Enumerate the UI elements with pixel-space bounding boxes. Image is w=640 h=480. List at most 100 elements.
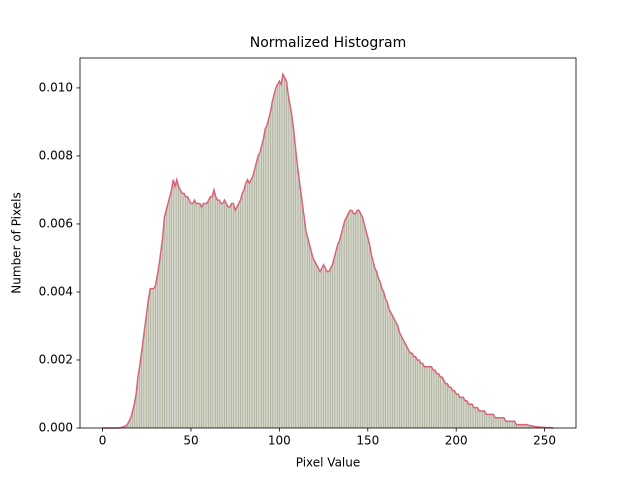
bar bbox=[425, 366, 427, 428]
bar bbox=[363, 223, 365, 428]
bar bbox=[340, 234, 342, 428]
bar bbox=[439, 376, 441, 428]
bar bbox=[329, 268, 332, 428]
bar bbox=[483, 410, 486, 428]
bar bbox=[169, 196, 171, 428]
bar bbox=[522, 424, 525, 428]
y-tick-label: 0.010 bbox=[39, 80, 73, 94]
bar bbox=[411, 353, 413, 428]
bar bbox=[174, 186, 176, 428]
y-tick-label: 0.004 bbox=[39, 284, 73, 298]
bar bbox=[158, 264, 160, 428]
bar bbox=[349, 210, 351, 428]
bar bbox=[429, 366, 431, 428]
bar bbox=[443, 380, 445, 428]
bar bbox=[388, 308, 390, 428]
bar bbox=[294, 145, 296, 429]
y-tick-label: 0.006 bbox=[39, 216, 73, 230]
bar bbox=[204, 203, 206, 428]
bar bbox=[259, 152, 261, 428]
bar bbox=[503, 417, 505, 428]
bar bbox=[344, 220, 346, 428]
bar bbox=[179, 189, 182, 428]
bar bbox=[508, 421, 510, 428]
bar bbox=[524, 424, 526, 428]
bar bbox=[375, 271, 378, 428]
bar bbox=[241, 193, 243, 428]
bar bbox=[402, 339, 404, 428]
bar bbox=[310, 251, 312, 428]
bar bbox=[236, 206, 238, 428]
bar bbox=[453, 390, 456, 428]
bar bbox=[135, 393, 137, 428]
y-tick-label: 0.008 bbox=[39, 148, 73, 162]
bar bbox=[368, 244, 371, 428]
bar bbox=[337, 244, 339, 428]
bar bbox=[398, 332, 401, 428]
bar bbox=[342, 227, 344, 428]
bar bbox=[227, 206, 229, 428]
axes-frame bbox=[79, 57, 577, 429]
bar bbox=[384, 298, 387, 428]
bar bbox=[519, 424, 521, 428]
bar bbox=[331, 264, 334, 428]
bar bbox=[471, 404, 473, 428]
bar bbox=[321, 268, 323, 428]
bar bbox=[275, 87, 277, 429]
bar bbox=[154, 285, 157, 428]
bar bbox=[361, 217, 364, 428]
bar bbox=[257, 155, 259, 429]
bar bbox=[184, 196, 187, 428]
bar bbox=[510, 421, 512, 428]
bar bbox=[347, 213, 350, 428]
bar bbox=[298, 176, 300, 428]
bar bbox=[354, 213, 357, 428]
bar bbox=[513, 421, 516, 428]
bar bbox=[512, 421, 514, 428]
bar bbox=[238, 203, 240, 428]
bar bbox=[328, 271, 330, 428]
bar bbox=[467, 404, 470, 428]
bar bbox=[170, 189, 173, 428]
bar bbox=[345, 217, 348, 428]
bar bbox=[176, 179, 178, 428]
bar bbox=[432, 370, 434, 428]
bar bbox=[140, 353, 143, 428]
bar bbox=[255, 162, 258, 428]
y-tick-label: 0.002 bbox=[39, 352, 73, 366]
bar bbox=[441, 376, 443, 428]
bar bbox=[147, 298, 150, 428]
bar bbox=[220, 203, 222, 428]
bar bbox=[165, 210, 167, 428]
bar bbox=[478, 410, 480, 428]
bar bbox=[418, 359, 420, 428]
bar bbox=[489, 414, 491, 428]
bar bbox=[209, 196, 212, 428]
bar bbox=[351, 210, 353, 428]
bar bbox=[225, 203, 227, 428]
bar bbox=[409, 353, 411, 428]
x-tick-label: 100 bbox=[268, 434, 291, 448]
bar bbox=[420, 363, 422, 428]
bar bbox=[395, 322, 397, 428]
bar bbox=[326, 271, 328, 428]
bar bbox=[414, 356, 417, 428]
bar bbox=[482, 410, 484, 428]
bar bbox=[374, 268, 376, 428]
bar bbox=[413, 356, 415, 428]
bar bbox=[190, 203, 192, 428]
bar bbox=[457, 393, 459, 428]
bar bbox=[218, 200, 220, 428]
bar bbox=[271, 101, 273, 428]
bar bbox=[153, 288, 155, 428]
bar bbox=[202, 203, 205, 428]
bar bbox=[193, 200, 196, 428]
bar bbox=[232, 203, 235, 428]
bar bbox=[462, 397, 464, 428]
bar bbox=[314, 261, 316, 428]
bar bbox=[469, 404, 472, 428]
bar bbox=[358, 210, 360, 428]
bar bbox=[466, 400, 468, 428]
bar bbox=[515, 424, 517, 428]
